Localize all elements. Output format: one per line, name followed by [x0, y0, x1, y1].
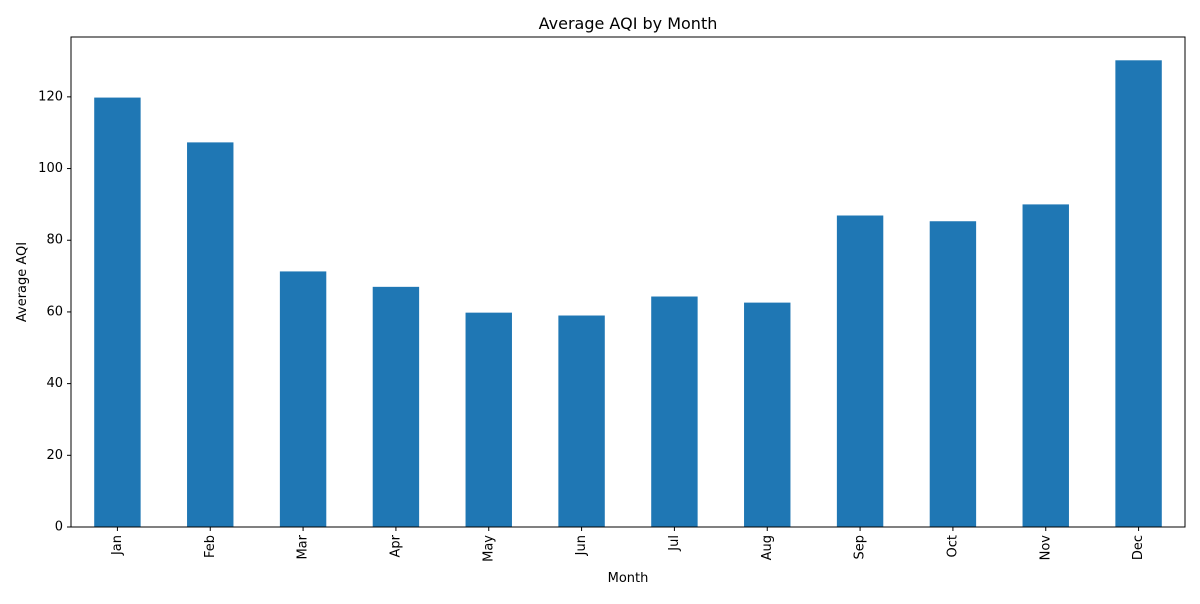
- bar-jun: [558, 315, 605, 527]
- y-tick-label: 80: [46, 233, 63, 248]
- y-tick-label: 20: [46, 448, 63, 463]
- x-tick-label: Nov: [1038, 535, 1053, 561]
- bar-jul: [651, 296, 698, 527]
- x-tick-label: May: [481, 535, 496, 562]
- bars-group: [94, 60, 1162, 528]
- bar-feb: [187, 142, 234, 528]
- x-tick-label: Apr: [388, 534, 403, 557]
- bar-nov: [1022, 204, 1069, 527]
- x-tick-label: Mar: [296, 534, 311, 559]
- y-axis-label: Average AQI: [15, 242, 30, 322]
- bar-oct: [929, 221, 977, 528]
- x-tick-label: Feb: [203, 535, 218, 558]
- y-tick-label: 120: [38, 89, 63, 104]
- bar-mar: [279, 271, 327, 527]
- x-tick-label: Jun: [574, 535, 589, 556]
- x-tick-label: Aug: [760, 535, 775, 560]
- bar-dec: [1115, 60, 1162, 527]
- y-tick-label: 40: [46, 376, 63, 391]
- x-tick-label: Jul: [667, 535, 682, 552]
- x-tick-label: Dec: [1131, 535, 1146, 560]
- y-axis-ticks: 0 20 40 60 80 100 120: [38, 89, 71, 535]
- y-tick-label: 100: [38, 161, 63, 176]
- y-tick-label: 0: [55, 520, 63, 535]
- bar-may: [465, 312, 512, 527]
- chart-title: Average AQI by Month: [539, 14, 718, 33]
- bar-jan: [94, 97, 141, 527]
- x-tick-label: Jan: [110, 535, 125, 556]
- plot-frame: [70, 36, 1186, 528]
- x-axis-label: Month: [608, 571, 649, 586]
- bar-aug: [744, 302, 791, 527]
- x-tick-label: Sep: [853, 535, 868, 560]
- bar-sep: [836, 215, 884, 527]
- x-axis-ticks: Jan Feb Mar Apr May Jun Jul Aug Sep Oct Nov Dec: [110, 527, 1146, 562]
- y-tick-label: 60: [46, 304, 63, 319]
- x-tick-label: Oct: [945, 535, 960, 557]
- bar-apr: [372, 286, 420, 527]
